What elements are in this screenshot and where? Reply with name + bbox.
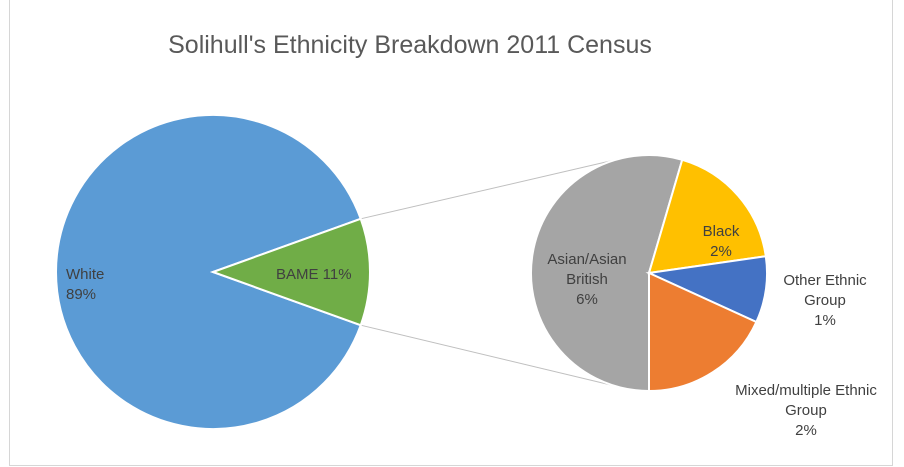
connector-line-top: [360, 156, 629, 220]
chart-title: Solihull's Ethnicity Breakdown 2011 Cens…: [168, 31, 652, 59]
slice-white: [55, 114, 363, 430]
connector-line-bottom: [360, 324, 629, 390]
data-label-other-ethnic-group: Other Ethnic Group 1%: [783, 272, 867, 329]
data-label-white: White 89%: [66, 266, 104, 303]
slice-bame: [210, 217, 371, 327]
data-label-black: Black 2%: [703, 223, 740, 260]
slice-asian-british: [530, 154, 684, 393]
slice-black: [647, 158, 767, 275]
data-label-bame: BAME 11%: [276, 266, 352, 283]
data-label-asian-british: Asian/Asian British 6%: [547, 251, 626, 308]
slice-mixed-ethnic-group: [648, 271, 758, 393]
data-label-mixed-ethnic-group: Mixed/multiple Ethnic Group 2%: [735, 382, 877, 439]
